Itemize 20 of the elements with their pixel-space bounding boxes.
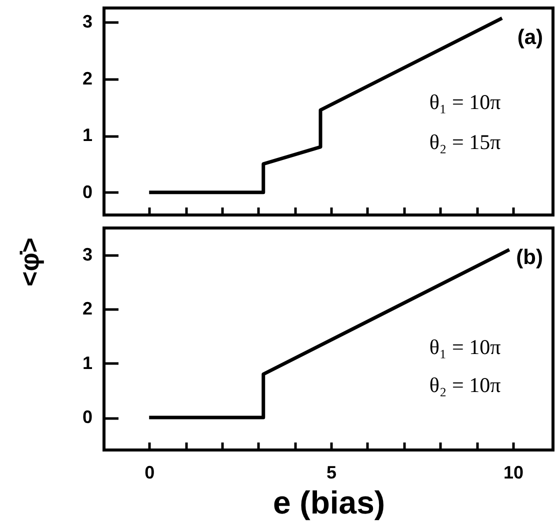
y-tick-label: 0 xyxy=(82,407,92,428)
annotation: (a) xyxy=(517,26,543,49)
y-tick-label: 2 xyxy=(82,298,92,319)
y-tick-label: 3 xyxy=(82,244,92,265)
line-series xyxy=(147,16,504,194)
annotation: θ₁ = 10π xyxy=(429,335,502,359)
y-tick-label: 1 xyxy=(82,352,92,373)
y-tick-label: 3 xyxy=(82,12,92,32)
y-axis-title: <φ̇> xyxy=(14,238,46,286)
x-tick-label: 0 xyxy=(144,462,155,482)
x-tick-label: 10 xyxy=(503,462,524,482)
y-tick-label: 0 xyxy=(82,182,92,202)
x-axis-title: e (bias) xyxy=(272,484,386,520)
annotation: θ₁ = 10π xyxy=(429,90,502,114)
annotation: θ₂ = 15π xyxy=(429,130,502,154)
y-tick-label: 2 xyxy=(82,68,92,88)
annotation: (b) xyxy=(516,246,543,269)
annotation: θ₂ = 10π xyxy=(429,373,502,397)
x-tick-label: 5 xyxy=(326,462,337,482)
y-tick-label: 1 xyxy=(82,125,92,146)
